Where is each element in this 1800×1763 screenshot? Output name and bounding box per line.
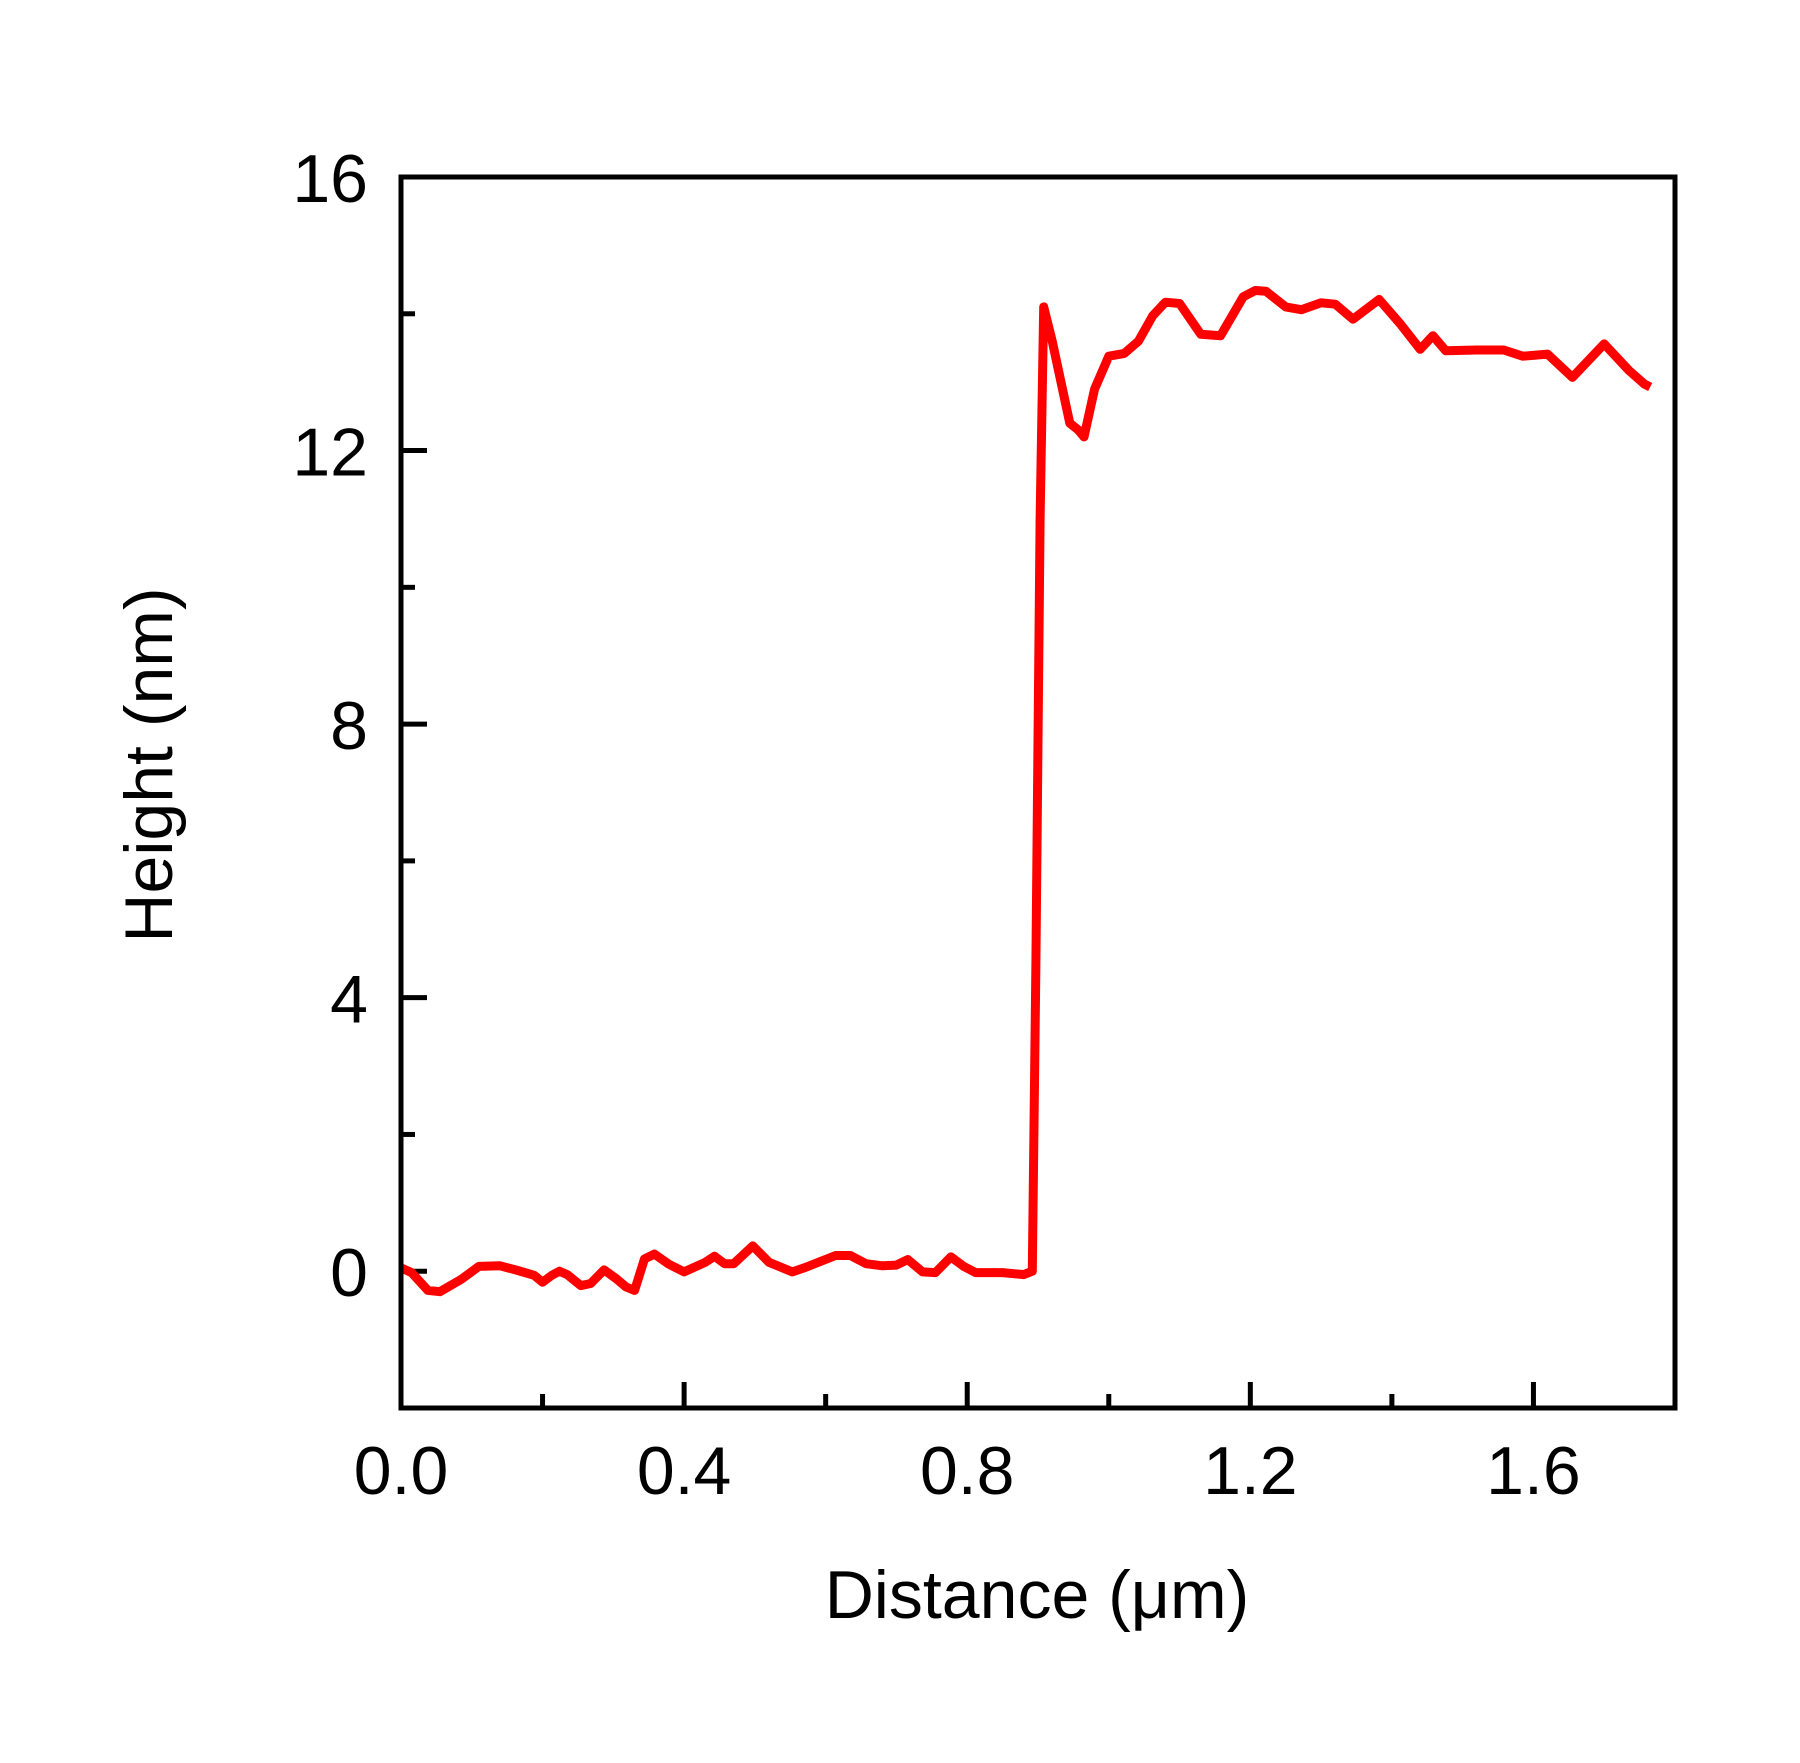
tick-labels: 0.0 0.4 0.8 1.2 1.6 0 4 8 12 16	[292, 141, 1580, 1509]
x-tick-label: 0.0	[354, 1433, 449, 1509]
plot-border	[398, 174, 1678, 1411]
y-tick-label: 0	[330, 1235, 368, 1311]
y-tick-label: 16	[292, 141, 368, 217]
y-tick-label: 8	[330, 688, 368, 764]
y-tick-label: 4	[330, 962, 368, 1038]
y-axis-title: Height (nm)	[111, 587, 187, 942]
y-tick-label: 12	[292, 415, 368, 491]
x-tick-label: 0.8	[920, 1433, 1015, 1509]
height-profile-line	[399, 286, 1653, 1297]
x-tick-label: 0.4	[637, 1433, 732, 1509]
axis-ticks	[398, 174, 1536, 1408]
x-tick-label: 1.2	[1203, 1433, 1298, 1509]
x-axis-title: Distance (μm)	[825, 1557, 1250, 1633]
x-tick-label: 1.6	[1486, 1433, 1581, 1509]
